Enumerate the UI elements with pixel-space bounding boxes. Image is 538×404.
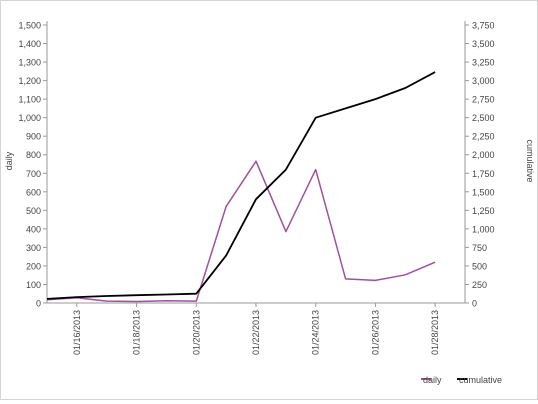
x-tick-label: 01/28/2013 — [430, 310, 440, 355]
right-tick-label: 1,000 — [472, 224, 495, 234]
right-tick-label: 3,250 — [472, 58, 495, 68]
series-layer — [46, 71, 436, 303]
x-tick-label: 01/20/2013 — [191, 310, 201, 355]
left-axis-ticks: 0 100 200 300 400 500 600 700 800 900 1,000 1,100 1,… — [18, 21, 47, 309]
right-tick-label: 0 — [472, 299, 477, 309]
left-tick-label: 500 — [26, 206, 41, 216]
x-tick-label: 01/26/2013 — [370, 310, 380, 355]
left-tick-label: 700 — [26, 169, 41, 179]
series-line-daily — [46, 160, 436, 303]
left-axis-label: daily — [4, 151, 14, 170]
right-tick-label: 750 — [472, 243, 487, 253]
x-axis-ticks: 01/16/2013 01/18/2013 01/20/2013 01/22/2013… — [72, 303, 440, 355]
right-tick-label: 2,000 — [472, 150, 495, 160]
right-tick-label: 2,500 — [472, 113, 495, 123]
left-tick-label: 200 — [26, 261, 41, 271]
right-tick-label: 2,750 — [472, 95, 495, 105]
legend: daily cumulative — [421, 375, 502, 385]
legend-label-daily: daily — [423, 375, 442, 385]
series-line-cumulative — [46, 71, 436, 300]
left-tick-label: 1,500 — [18, 21, 41, 31]
left-tick-label: 600 — [26, 187, 41, 197]
left-tick-label: 100 — [26, 280, 41, 290]
x-tick-label: 01/18/2013 — [132, 310, 142, 355]
left-tick-label: 0 — [36, 299, 41, 309]
x-tick-label: 01/24/2013 — [311, 310, 321, 355]
right-axis-label: cumulative — [525, 139, 535, 182]
x-tick-label: 01/22/2013 — [251, 310, 261, 355]
right-axis-ticks: 0 250 500 750 1,000 1,250 1,500 1,750 2,000 2,250… — [465, 21, 495, 309]
right-tick-label: 3,750 — [472, 21, 495, 31]
left-tick-label: 800 — [26, 150, 41, 160]
left-tick-label: 300 — [26, 243, 41, 253]
left-tick-label: 1,100 — [18, 95, 41, 105]
right-tick-label: 3,000 — [472, 76, 495, 86]
left-tick-label: 400 — [26, 224, 41, 234]
right-tick-label: 1,500 — [472, 187, 495, 197]
right-tick-label: 1,750 — [472, 169, 495, 179]
left-tick-label: 1,000 — [18, 113, 41, 123]
left-tick-label: 1,200 — [18, 76, 41, 86]
right-tick-label: 2,250 — [472, 132, 495, 142]
right-tick-label: 1,250 — [472, 206, 495, 216]
right-tick-label: 500 — [472, 261, 487, 271]
left-tick-label: 1,400 — [18, 39, 41, 49]
right-tick-label: 250 — [472, 280, 487, 290]
legend-label-cumulative: cumulative — [459, 375, 502, 385]
left-tick-label: 1,300 — [18, 58, 41, 68]
right-tick-label: 3,500 — [472, 39, 495, 49]
x-tick-label: 01/16/2013 — [72, 310, 82, 355]
left-tick-label: 900 — [26, 132, 41, 142]
